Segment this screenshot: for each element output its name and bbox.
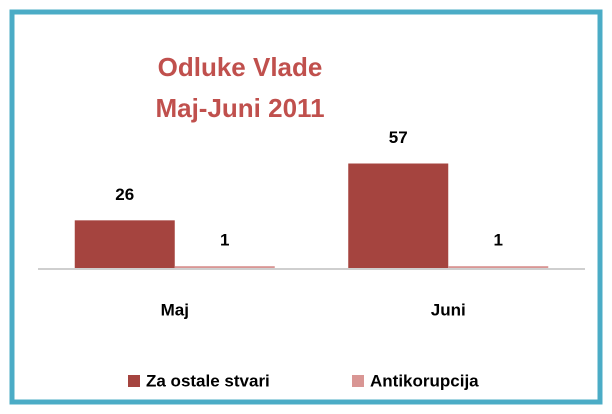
bar [174,266,275,268]
x-tick-label: Maj [161,300,189,319]
legend-swatch [352,375,364,387]
chart-title: Maj-Juni 2011 [155,93,324,123]
legend-label: Za ostale stvari [146,371,270,390]
bar [448,266,549,268]
chart-frame [9,9,603,405]
data-label: 1 [220,231,229,250]
x-tick-label: Juni [431,300,466,319]
bar [74,220,175,268]
bar [348,163,449,268]
data-label: 57 [389,128,408,147]
legend-label: Antikorupcija [370,371,479,390]
chart-title: Odluke Vlade [158,52,323,82]
legend-swatch [128,375,140,387]
data-label: 26 [115,185,134,204]
data-label: 1 [494,231,503,250]
